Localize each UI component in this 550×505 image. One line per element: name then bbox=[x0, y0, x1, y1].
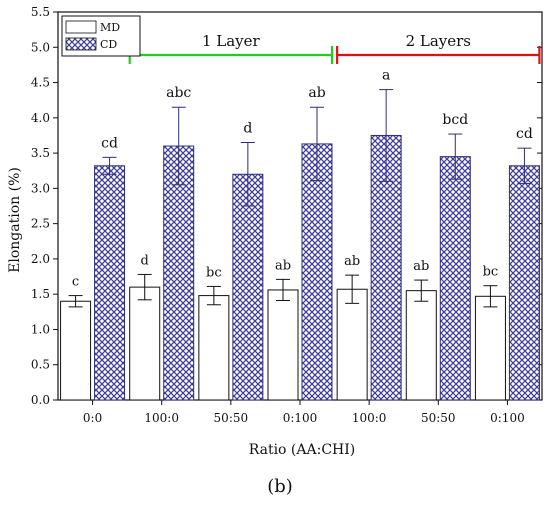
y-tick-label: 1.0 bbox=[31, 322, 50, 336]
y-tick-label: 0.5 bbox=[31, 358, 50, 372]
legend-swatch-md bbox=[65, 20, 97, 34]
y-tick-label: 3.0 bbox=[31, 181, 50, 195]
significance-label: abc bbox=[166, 85, 191, 101]
legend-swatch-cd bbox=[65, 37, 97, 51]
x-axis-title: Ratio (AA:CHI) bbox=[249, 442, 356, 458]
bar-md bbox=[267, 289, 299, 401]
x-tick-label: 50:50 bbox=[421, 411, 456, 425]
significance-label: bc bbox=[206, 265, 222, 280]
x-tick-label: 0:100 bbox=[490, 411, 525, 425]
legend-label-md: MD bbox=[100, 21, 120, 34]
bar-cd bbox=[508, 165, 540, 401]
significance-label: ab bbox=[275, 258, 291, 273]
legend-label-cd: CD bbox=[100, 38, 117, 51]
bar-md bbox=[405, 290, 437, 401]
y-tick-label: 4.0 bbox=[31, 111, 50, 125]
y-tick-label: 4.5 bbox=[31, 76, 50, 90]
x-tick-label: 100:0 bbox=[144, 411, 179, 425]
significance-label: ab bbox=[413, 259, 429, 274]
y-tick-label: 1.5 bbox=[31, 287, 50, 301]
significance-label: ab bbox=[308, 85, 325, 101]
x-tick-label: 0:100 bbox=[283, 411, 318, 425]
panel-label: (b) bbox=[267, 476, 293, 497]
bar-cd bbox=[94, 165, 126, 401]
bar-cd bbox=[301, 143, 333, 401]
layer-bracket-2-label: 2 Layers bbox=[406, 32, 471, 50]
significance-label: d bbox=[243, 121, 252, 137]
significance-label: bc bbox=[483, 265, 499, 280]
significance-label: d bbox=[141, 253, 149, 268]
bar-md bbox=[474, 295, 506, 401]
legend: MD CD bbox=[61, 15, 141, 57]
significance-label: a bbox=[382, 68, 390, 84]
y-tick-label: 5.5 bbox=[31, 5, 50, 19]
y-tick-label: 3.5 bbox=[31, 146, 50, 160]
y-tick-label: 5.0 bbox=[31, 40, 50, 54]
bar-cd bbox=[232, 173, 264, 401]
y-tick-label: 0.0 bbox=[31, 393, 50, 407]
significance-label: cd bbox=[101, 135, 118, 151]
significance-label: bcd bbox=[442, 112, 468, 128]
y-axis-title: Elongation (%) bbox=[7, 167, 23, 273]
bar-md bbox=[60, 300, 92, 401]
x-tick-label: 100:0 bbox=[352, 411, 387, 425]
bar-md bbox=[198, 295, 230, 401]
significance-label: c bbox=[72, 275, 79, 290]
bar-md bbox=[336, 288, 368, 401]
bar-cd bbox=[439, 156, 471, 401]
x-tick-label: 0:0 bbox=[83, 411, 102, 425]
y-tick-label: 2.5 bbox=[31, 217, 50, 231]
significance-label: cd bbox=[516, 126, 533, 142]
x-tick-label: 50:50 bbox=[214, 411, 249, 425]
bar-md bbox=[129, 286, 161, 401]
bar-cd bbox=[163, 145, 195, 401]
layer-bracket-1-label: 1 Layer bbox=[202, 32, 261, 50]
y-tick-label: 2.0 bbox=[31, 252, 50, 266]
significance-label: ab bbox=[344, 254, 360, 269]
